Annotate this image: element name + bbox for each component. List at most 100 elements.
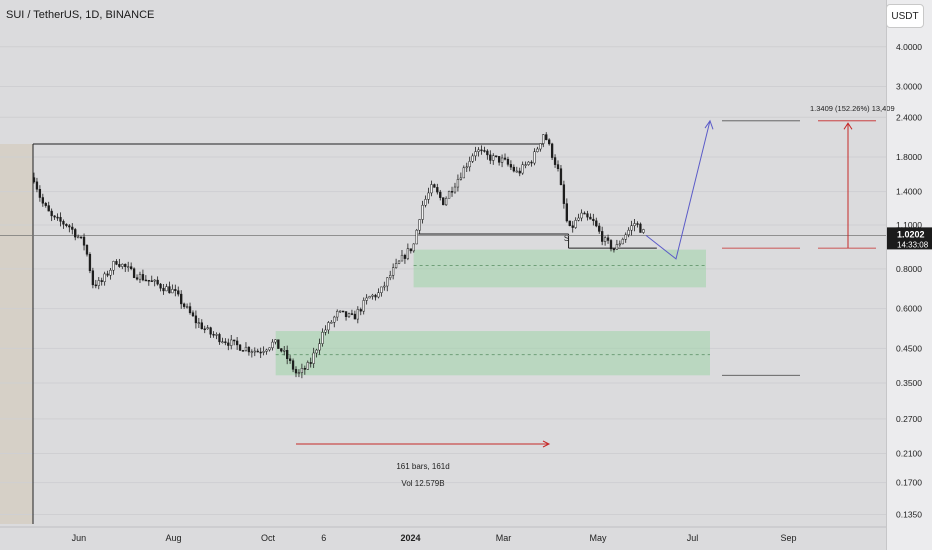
range-vol-label: Vol 12.579B (401, 479, 444, 488)
candle-body (127, 266, 130, 268)
candle-body (221, 341, 224, 343)
candle-body (56, 216, 59, 219)
candle-body (38, 189, 42, 198)
candle-body (442, 197, 445, 206)
candle-body (165, 286, 168, 292)
candle-body (318, 343, 321, 351)
candle-body (386, 277, 389, 287)
candle-body (380, 286, 383, 293)
candle-body (174, 289, 177, 291)
candle-body (321, 332, 324, 344)
candle-body (50, 210, 53, 217)
x-tick-label: May (589, 533, 607, 543)
candle-body (621, 239, 624, 245)
candle-body (250, 351, 253, 354)
x-tick-label: Jul (687, 533, 699, 543)
candle-body (374, 294, 377, 298)
candle-body (288, 358, 292, 361)
candle-body (368, 296, 371, 299)
candle-body (341, 310, 345, 313)
candle-body (79, 236, 83, 239)
candle-body (436, 187, 439, 193)
candle-body (74, 229, 77, 238)
candle-body (350, 313, 354, 315)
candle-body (256, 350, 259, 353)
candle-body (409, 248, 412, 252)
range-arrowhead (542, 440, 551, 448)
candle-body (424, 199, 427, 206)
candle-body (106, 273, 109, 276)
candle-body (389, 275, 392, 279)
candle-body (489, 154, 492, 161)
candle-body (244, 346, 248, 351)
range-bars-label: 161 bars, 161d (396, 462, 449, 471)
candle-body (530, 161, 533, 164)
y-tick-label: 2.4000 (896, 112, 922, 122)
candle-body (359, 309, 362, 312)
candle-body (515, 170, 518, 173)
measure-label: 1.3409 (152.26%) 13,409 (810, 104, 895, 113)
candle-body (253, 350, 256, 353)
candle-body (356, 309, 359, 320)
candle-body (433, 184, 436, 188)
candle-body (592, 218, 595, 222)
candle-body (103, 273, 106, 282)
candle-body (159, 283, 162, 289)
candle-body (371, 294, 374, 297)
candle-body (598, 225, 601, 232)
candle-body (177, 290, 180, 295)
y-tick-label: 0.1350 (896, 509, 922, 519)
y-tick-label: 1.4000 (896, 187, 922, 197)
candle-body (283, 349, 286, 352)
candle-body (427, 192, 430, 200)
candle-body (550, 143, 554, 158)
candle-body (241, 350, 245, 352)
candle-body (497, 156, 501, 163)
candle-body (430, 184, 433, 194)
candle-body (312, 352, 315, 364)
candle-body (168, 286, 171, 294)
candle-body (238, 344, 242, 351)
x-tick-label: 6 (321, 533, 326, 543)
candle-body (124, 263, 127, 268)
candle-body (44, 202, 47, 206)
candle-body (603, 237, 607, 242)
candle-body (580, 212, 583, 219)
candle-body (336, 311, 339, 318)
candle-body (247, 346, 251, 353)
candle-body (277, 339, 280, 349)
candle-body (185, 306, 189, 308)
candle-body (447, 191, 451, 199)
candle-body (339, 310, 342, 313)
candle-body (377, 292, 380, 298)
candle-body (97, 280, 100, 286)
candle-body (630, 225, 633, 231)
measure-arrowhead (843, 122, 853, 130)
candle-body (88, 254, 92, 271)
candle-body (141, 274, 145, 281)
candle-body (197, 322, 201, 324)
candle-body (539, 143, 542, 150)
candle-body (65, 223, 68, 226)
candle-body (524, 164, 527, 166)
candle-body (615, 244, 619, 250)
candle-body (492, 155, 495, 161)
candle-body (536, 148, 539, 153)
y-tick-label: 0.2700 (896, 414, 922, 424)
candle-body (235, 340, 239, 346)
candle-body (203, 328, 206, 331)
candle-body (132, 268, 136, 278)
candle-body (121, 263, 124, 267)
projection-path (645, 120, 711, 260)
demand-zone (275, 331, 710, 376)
candle-body (471, 155, 474, 162)
candle-body (562, 184, 566, 204)
candle-body (474, 151, 477, 157)
currency-button[interactable]: USDT (886, 4, 924, 28)
candle-body (85, 244, 89, 255)
y-tick-label: 0.4500 (896, 343, 922, 353)
candle-body (571, 225, 574, 228)
current-price-tag (887, 227, 932, 250)
candle-countdown-label: 14:33:08 (897, 240, 929, 249)
